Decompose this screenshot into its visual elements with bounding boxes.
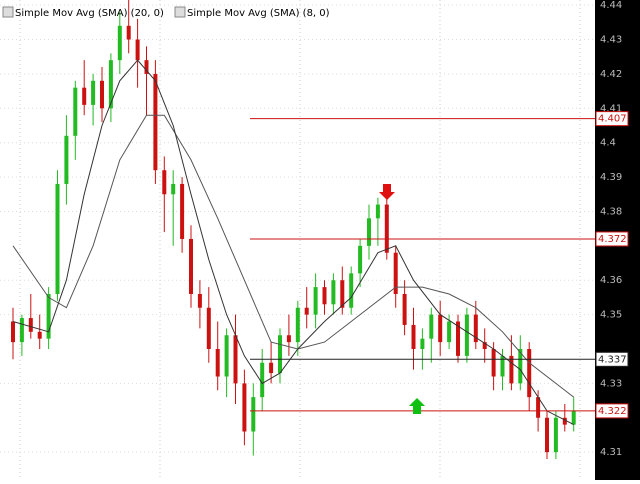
y-tick-label: 4.44 <box>600 0 622 11</box>
candle-body <box>491 348 496 377</box>
price-label: 4.407 <box>598 114 627 125</box>
candle-body <box>536 397 541 418</box>
candle-body <box>402 293 407 325</box>
candle-body <box>117 25 122 61</box>
candle-body <box>260 362 265 398</box>
candle-body <box>100 80 104 109</box>
sell-arrow <box>379 184 395 200</box>
y-tick-label: 4.31 <box>600 447 622 458</box>
candle-body <box>286 335 291 343</box>
candle-body <box>571 410 576 425</box>
y-tick-label: 4.33 <box>600 378 622 389</box>
candle-body <box>224 335 229 377</box>
candle-body <box>108 60 113 109</box>
candle-body <box>269 362 274 374</box>
candle-body <box>500 355 505 377</box>
candle-body <box>171 183 176 195</box>
candle-body <box>64 135 69 184</box>
vertical-grid <box>19 0 581 480</box>
candle-body <box>553 417 558 453</box>
candle-body <box>126 25 131 40</box>
candle-body <box>447 321 452 343</box>
candle-body <box>420 338 425 349</box>
candle-body <box>411 324 416 349</box>
candle-body <box>242 383 247 432</box>
candle-body <box>28 318 33 332</box>
candle-body <box>464 314 469 356</box>
candle-body <box>482 342 487 349</box>
candle-body <box>429 314 434 339</box>
candle-body <box>46 293 51 339</box>
price-label-box <box>595 351 629 367</box>
y-tick-label: 4.42 <box>600 69 622 80</box>
legend: Simple Mov Avg (SMA) (20, 0) Simple Mov … <box>2 6 330 19</box>
y-tick-label: 4.41 <box>600 103 622 114</box>
candle-body <box>304 307 309 315</box>
y-tick-label: 4.43 <box>600 35 622 46</box>
candle-body <box>189 238 193 294</box>
candle-body <box>375 204 380 219</box>
legend-label: Simple Mov Avg (SMA) (20, 0) <box>15 8 164 19</box>
candle-body <box>162 170 167 195</box>
candle-body <box>340 280 345 308</box>
candle-body <box>19 318 24 343</box>
price-label-box <box>595 403 629 419</box>
candle-body <box>349 273 354 308</box>
candle-body <box>215 348 220 377</box>
candle-body <box>11 321 15 343</box>
candle-body <box>37 331 42 339</box>
candle-body <box>322 287 327 305</box>
candle-body <box>278 335 282 374</box>
candle-body <box>367 218 371 246</box>
candle-body <box>180 183 185 239</box>
candle-body <box>331 280 336 305</box>
candle-body <box>135 39 140 61</box>
candle-body <box>55 183 60 294</box>
legend-icon[interactable] <box>174 6 186 18</box>
candle-body <box>251 397 256 432</box>
buy-arrow <box>409 398 425 414</box>
candle-body <box>384 204 389 253</box>
candle-body <box>509 355 514 384</box>
candle-body <box>153 73 158 171</box>
candle-body <box>73 87 78 136</box>
y-tick-label: 4.4 <box>600 138 616 149</box>
candle-body <box>518 348 523 384</box>
y-tick-label: 4.36 <box>600 275 622 286</box>
candle-body <box>233 335 238 384</box>
candle-body <box>358 245 363 274</box>
candle-body <box>393 252 398 294</box>
candle-body <box>144 60 149 74</box>
price-label: 4.372 <box>598 234 627 245</box>
price-label: 4.322 <box>598 406 627 417</box>
candle-body <box>562 417 567 425</box>
candle-body <box>438 314 443 343</box>
candle-body <box>456 321 460 356</box>
candle-body <box>545 417 549 453</box>
price-label-box <box>595 111 629 127</box>
candle-body <box>527 348 532 398</box>
y-tick-label: 4.35 <box>600 310 622 321</box>
y-tick-label: 4.39 <box>600 172 622 183</box>
candle-body <box>313 287 318 315</box>
candle-body <box>206 307 211 349</box>
candle-body <box>91 80 96 105</box>
sma-line <box>12 59 574 426</box>
price-label-box <box>595 231 629 247</box>
legend-icon[interactable] <box>2 6 14 18</box>
y-tick-label: 4.38 <box>600 206 622 217</box>
price-label: 4.337 <box>598 354 627 365</box>
candle-body <box>197 293 202 308</box>
legend-label: Simple Mov Avg (SMA) (8, 0) <box>187 8 330 19</box>
candle-body <box>295 307 300 343</box>
candle-body <box>82 87 87 105</box>
candle-body <box>473 314 478 343</box>
